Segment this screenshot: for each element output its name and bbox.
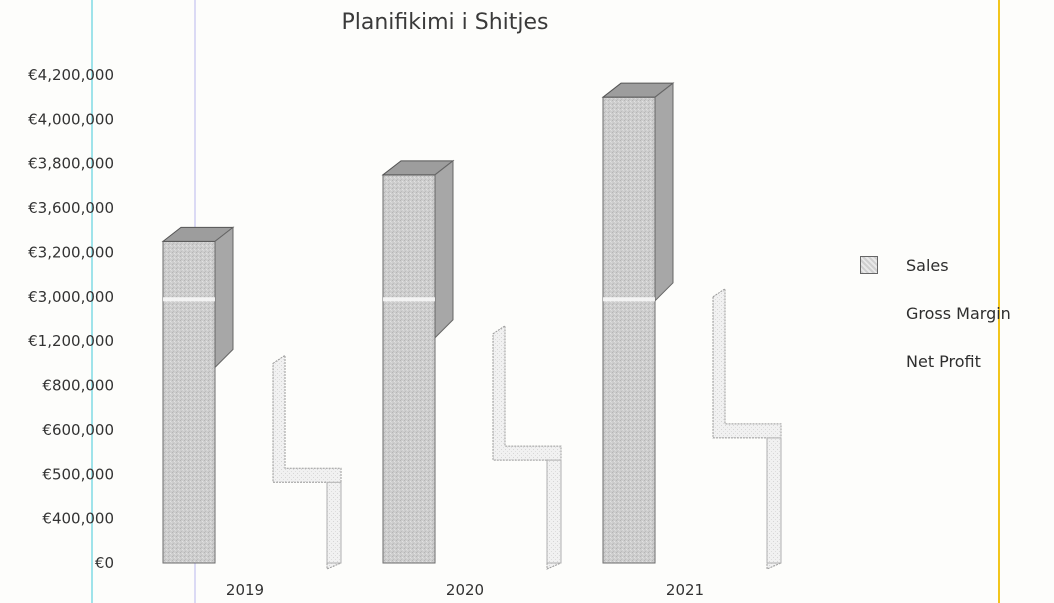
legend: Sales Gross Margin Net Profit	[860, 252, 1054, 396]
bar-break	[383, 297, 435, 302]
y-tick-label: €1,200,000	[28, 332, 114, 350]
legend-label: Sales	[906, 256, 949, 275]
bar-sales-side	[434, 159, 454, 339]
bar-sales	[602, 96, 656, 564]
legend-swatch	[860, 352, 876, 368]
y-tick-label: €4,000,000	[28, 110, 114, 128]
x-tick-label: 2020	[446, 581, 484, 599]
chart-title: Planifikimi i Shitjes	[341, 10, 549, 35]
y-tick-label: €3,200,000	[28, 243, 114, 261]
bar-break	[603, 297, 655, 302]
bar-gross-margin	[712, 287, 782, 570]
bar-net-profit	[766, 437, 782, 564]
y-tick-label: €600,000	[42, 421, 114, 439]
legend-label: Net Profit	[906, 352, 981, 371]
legend-item: Net Profit	[860, 348, 1054, 396]
y-tick-label: €3,800,000	[28, 155, 114, 173]
bar-net-profit	[546, 459, 562, 564]
legend-label: Gross Margin	[906, 304, 1011, 323]
bar-sales	[162, 240, 216, 564]
y-tick-label: €800,000	[42, 377, 114, 395]
bar-sales-side	[654, 82, 674, 303]
y-tick-label: €0	[95, 554, 114, 572]
y-tick-label: €400,000	[42, 510, 114, 528]
y-tick-label: €3,600,000	[28, 199, 114, 217]
legend-item: Gross Margin	[860, 300, 1054, 348]
bar-net-profit	[326, 481, 342, 564]
x-tick-label: 2021	[666, 581, 704, 599]
y-tick-label: €500,000	[42, 465, 114, 483]
bar-break	[163, 297, 215, 302]
x-tick-label: 2019	[226, 581, 264, 599]
bar-sales	[382, 174, 436, 564]
bar-sales-side	[214, 226, 234, 369]
y-tick-label: €3,000,000	[28, 288, 114, 306]
legend-swatch	[860, 304, 876, 320]
legend-item: Sales	[860, 252, 1054, 300]
legend-swatch	[860, 256, 878, 274]
y-tick-label: €4,200,000	[28, 66, 114, 84]
